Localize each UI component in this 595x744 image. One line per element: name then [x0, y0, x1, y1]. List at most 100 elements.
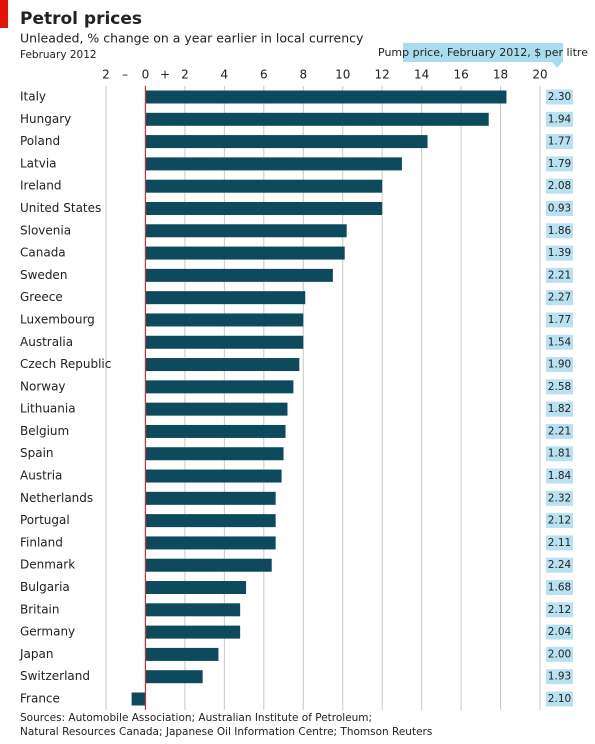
pump-price-label: 2.21: [548, 425, 571, 437]
category-label: Norway: [20, 379, 66, 393]
brand-mark: [0, 0, 8, 28]
pump-price-label: 2.32: [548, 492, 571, 504]
bar: [145, 670, 203, 684]
pump-price-box: [546, 134, 573, 150]
pump-price-box: [546, 490, 573, 506]
bar: [145, 201, 383, 215]
category-label: Poland: [20, 134, 60, 148]
category-label: Sweden: [20, 268, 67, 282]
x-tick-label: 2: [181, 68, 189, 82]
bar: [145, 491, 276, 505]
bar: [145, 291, 306, 305]
positive-sign: +: [160, 68, 170, 82]
pump-price-box: [546, 513, 573, 529]
bar: [145, 402, 288, 416]
pump-price-label: 1.39: [548, 247, 571, 259]
category-label: Spain: [20, 446, 54, 460]
pump-price-label: 2.11: [548, 537, 571, 549]
bar: [145, 224, 347, 238]
x-tick-label: 18: [493, 68, 508, 82]
category-label: Lithuania: [20, 402, 76, 416]
x-tick-label: 20: [532, 68, 547, 82]
category-label: Ireland: [20, 179, 62, 193]
pump-price-label: 2.12: [548, 604, 571, 616]
pump-price-box: [546, 312, 573, 328]
category-label: Switzerland: [20, 669, 90, 683]
pump-price-box: [546, 646, 573, 662]
bar: [145, 90, 507, 104]
bar: [145, 581, 247, 595]
pump-price-label: 1.79: [548, 158, 571, 170]
category-label: Belgium: [20, 424, 69, 438]
pump-price-label: 1.93: [548, 671, 571, 683]
pump-price-label: 1.84: [548, 470, 572, 482]
pump-price-box: [546, 200, 573, 216]
category-label: Japan: [19, 647, 53, 661]
pump-header-box: [403, 43, 563, 62]
x-tick-label: 2: [102, 68, 110, 82]
category-label: Denmark: [20, 558, 75, 572]
pump-header: Pump price, February 2012, $ per litre: [378, 46, 588, 59]
pump-price-label: 2.30: [548, 91, 571, 103]
bar: [145, 647, 219, 661]
pump-price-box: [546, 624, 573, 640]
pump-price-box: [546, 223, 573, 239]
x-tick-label: 8: [299, 68, 307, 82]
bar: [145, 268, 333, 282]
bar: [145, 625, 241, 639]
x-tick-label: 6: [260, 68, 268, 82]
source: Natural Resources Canada; Japanese Oil I…: [20, 726, 432, 738]
pump-price-box: [546, 602, 573, 618]
pump-price-label: 2.08: [548, 180, 571, 192]
bar: [145, 447, 284, 461]
bar: [145, 358, 300, 372]
category-label: Luxembourg: [20, 312, 95, 326]
category-label: Germany: [20, 625, 75, 639]
bar: [145, 424, 286, 438]
category-label: Hungary: [20, 112, 71, 126]
pump-price-box: [546, 401, 573, 417]
pump-price-label: 1.81: [548, 448, 571, 460]
bar: [145, 558, 272, 572]
pump-price-box: [546, 267, 573, 283]
source: Sources: Automobile Association; Austral…: [20, 712, 372, 724]
category-label: Czech Republic: [20, 357, 111, 371]
bar: [131, 692, 146, 706]
chart-date: February 2012: [20, 49, 97, 61]
category-label: Netherlands: [20, 491, 93, 505]
x-tick-label: 0: [142, 68, 150, 82]
pump-price-box: [546, 691, 573, 707]
bar: [145, 313, 304, 327]
pump-price-label: 1.86: [548, 225, 572, 237]
pump-header-pointer: [552, 62, 562, 68]
pump-price-box: [546, 379, 573, 395]
pump-price-label: 1.82: [548, 403, 571, 415]
pump-price-label: 2.12: [548, 515, 571, 527]
pump-price-label: 1.77: [548, 314, 571, 326]
pump-price-box: [546, 89, 573, 105]
chart-title: Petrol prices: [20, 9, 142, 29]
category-label: Bulgaria: [20, 580, 70, 594]
chart-subtitle: Unleaded, % change on a year earlier in …: [20, 31, 364, 46]
category-label: Britain: [20, 602, 60, 616]
bar: [145, 135, 428, 149]
x-tick-label: 14: [414, 68, 429, 82]
category-label: France: [20, 692, 60, 706]
category-label: Finland: [20, 535, 63, 549]
pump-price-box: [546, 557, 573, 573]
negative-sign: –: [122, 68, 128, 82]
pump-price-label: 1.54: [548, 336, 572, 348]
pump-price-label: 2.58: [548, 381, 571, 393]
bar: [145, 380, 294, 394]
pump-price-box: [546, 468, 573, 484]
pump-price-box: [546, 245, 573, 261]
bar: [145, 514, 276, 528]
category-label: Canada: [20, 246, 66, 260]
bar: [145, 157, 402, 171]
pump-price-box: [546, 334, 573, 350]
category-label: Latvia: [20, 156, 57, 170]
x-tick-label: 12: [375, 68, 390, 82]
pump-price-label: 1.94: [548, 113, 572, 125]
pump-price-box: [546, 669, 573, 685]
pump-price-box: [546, 423, 573, 439]
